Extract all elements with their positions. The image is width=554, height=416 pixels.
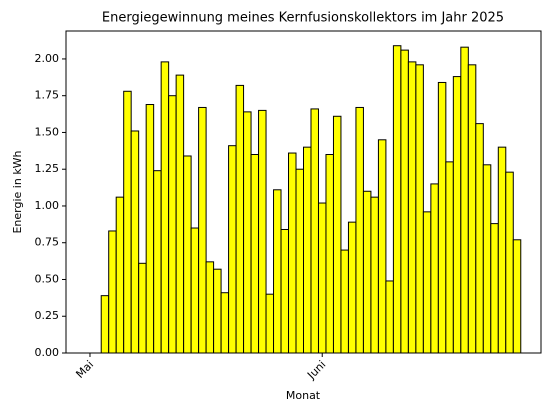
- bar: [160, 61, 170, 354]
- bar: [430, 183, 439, 354]
- plot-frame: [65, 30, 542, 354]
- bar: [130, 130, 140, 354]
- bar: [138, 262, 147, 354]
- bar: [482, 164, 492, 354]
- bar: [153, 170, 162, 354]
- bar: [475, 123, 484, 354]
- bar: [220, 292, 230, 354]
- bar: [415, 64, 424, 354]
- y-tick-label: 0.75: [35, 236, 60, 249]
- bar: [437, 81, 447, 354]
- bar: [460, 46, 469, 354]
- bar: [370, 196, 379, 354]
- bar: [303, 146, 312, 354]
- bar: [168, 95, 177, 354]
- bar: [205, 261, 215, 354]
- bar: [288, 152, 297, 354]
- bar: [325, 154, 334, 354]
- bar: [422, 211, 432, 354]
- bar: [183, 155, 192, 354]
- bar: [362, 190, 372, 354]
- bar: [310, 108, 319, 354]
- bar: [190, 227, 200, 354]
- bar: [332, 115, 342, 354]
- bar: [340, 249, 349, 354]
- bar: [445, 161, 454, 354]
- bar: [497, 146, 507, 354]
- bar: [385, 280, 394, 354]
- bar: [467, 64, 477, 354]
- bar: [273, 189, 282, 354]
- bar: [407, 61, 417, 354]
- bar: [280, 228, 290, 354]
- bar: [392, 45, 402, 354]
- bar: [123, 90, 132, 354]
- y-tick-label: 1.75: [35, 89, 60, 102]
- bar: [243, 111, 252, 354]
- bar: [228, 145, 237, 354]
- bar: [115, 196, 125, 354]
- bar: [258, 109, 267, 354]
- bar: [265, 293, 275, 354]
- bar: [490, 223, 499, 354]
- bar: [355, 106, 364, 354]
- y-tick-label: 1.00: [35, 199, 60, 212]
- bar: [317, 202, 327, 354]
- bar: [250, 154, 260, 354]
- y-tick-label: 1.25: [35, 162, 60, 175]
- bar: [235, 84, 245, 354]
- y-tick-label: 1.50: [35, 125, 60, 138]
- y-tick-label: 0.25: [35, 309, 60, 322]
- bar: [100, 295, 110, 354]
- bar: [213, 268, 222, 354]
- x-axis-label: Monat: [286, 389, 321, 402]
- bar: [452, 76, 462, 354]
- bar: [505, 171, 514, 354]
- bar: [377, 139, 387, 354]
- bar: [512, 239, 522, 354]
- y-tick-label: 0.00: [35, 346, 60, 359]
- bar: [108, 230, 117, 354]
- y-axis-label: Energie in kWh: [11, 150, 24, 233]
- bar: [347, 221, 357, 354]
- bar: [198, 106, 207, 354]
- bar: [400, 49, 409, 354]
- bar: [295, 168, 304, 354]
- y-tick-label: 0.50: [35, 272, 60, 285]
- chart-title: Energiegewinnung meines Kernfusionskolle…: [102, 11, 504, 26]
- y-tick-label: 2.00: [35, 52, 60, 65]
- bar: [145, 104, 155, 354]
- bar: [175, 74, 185, 354]
